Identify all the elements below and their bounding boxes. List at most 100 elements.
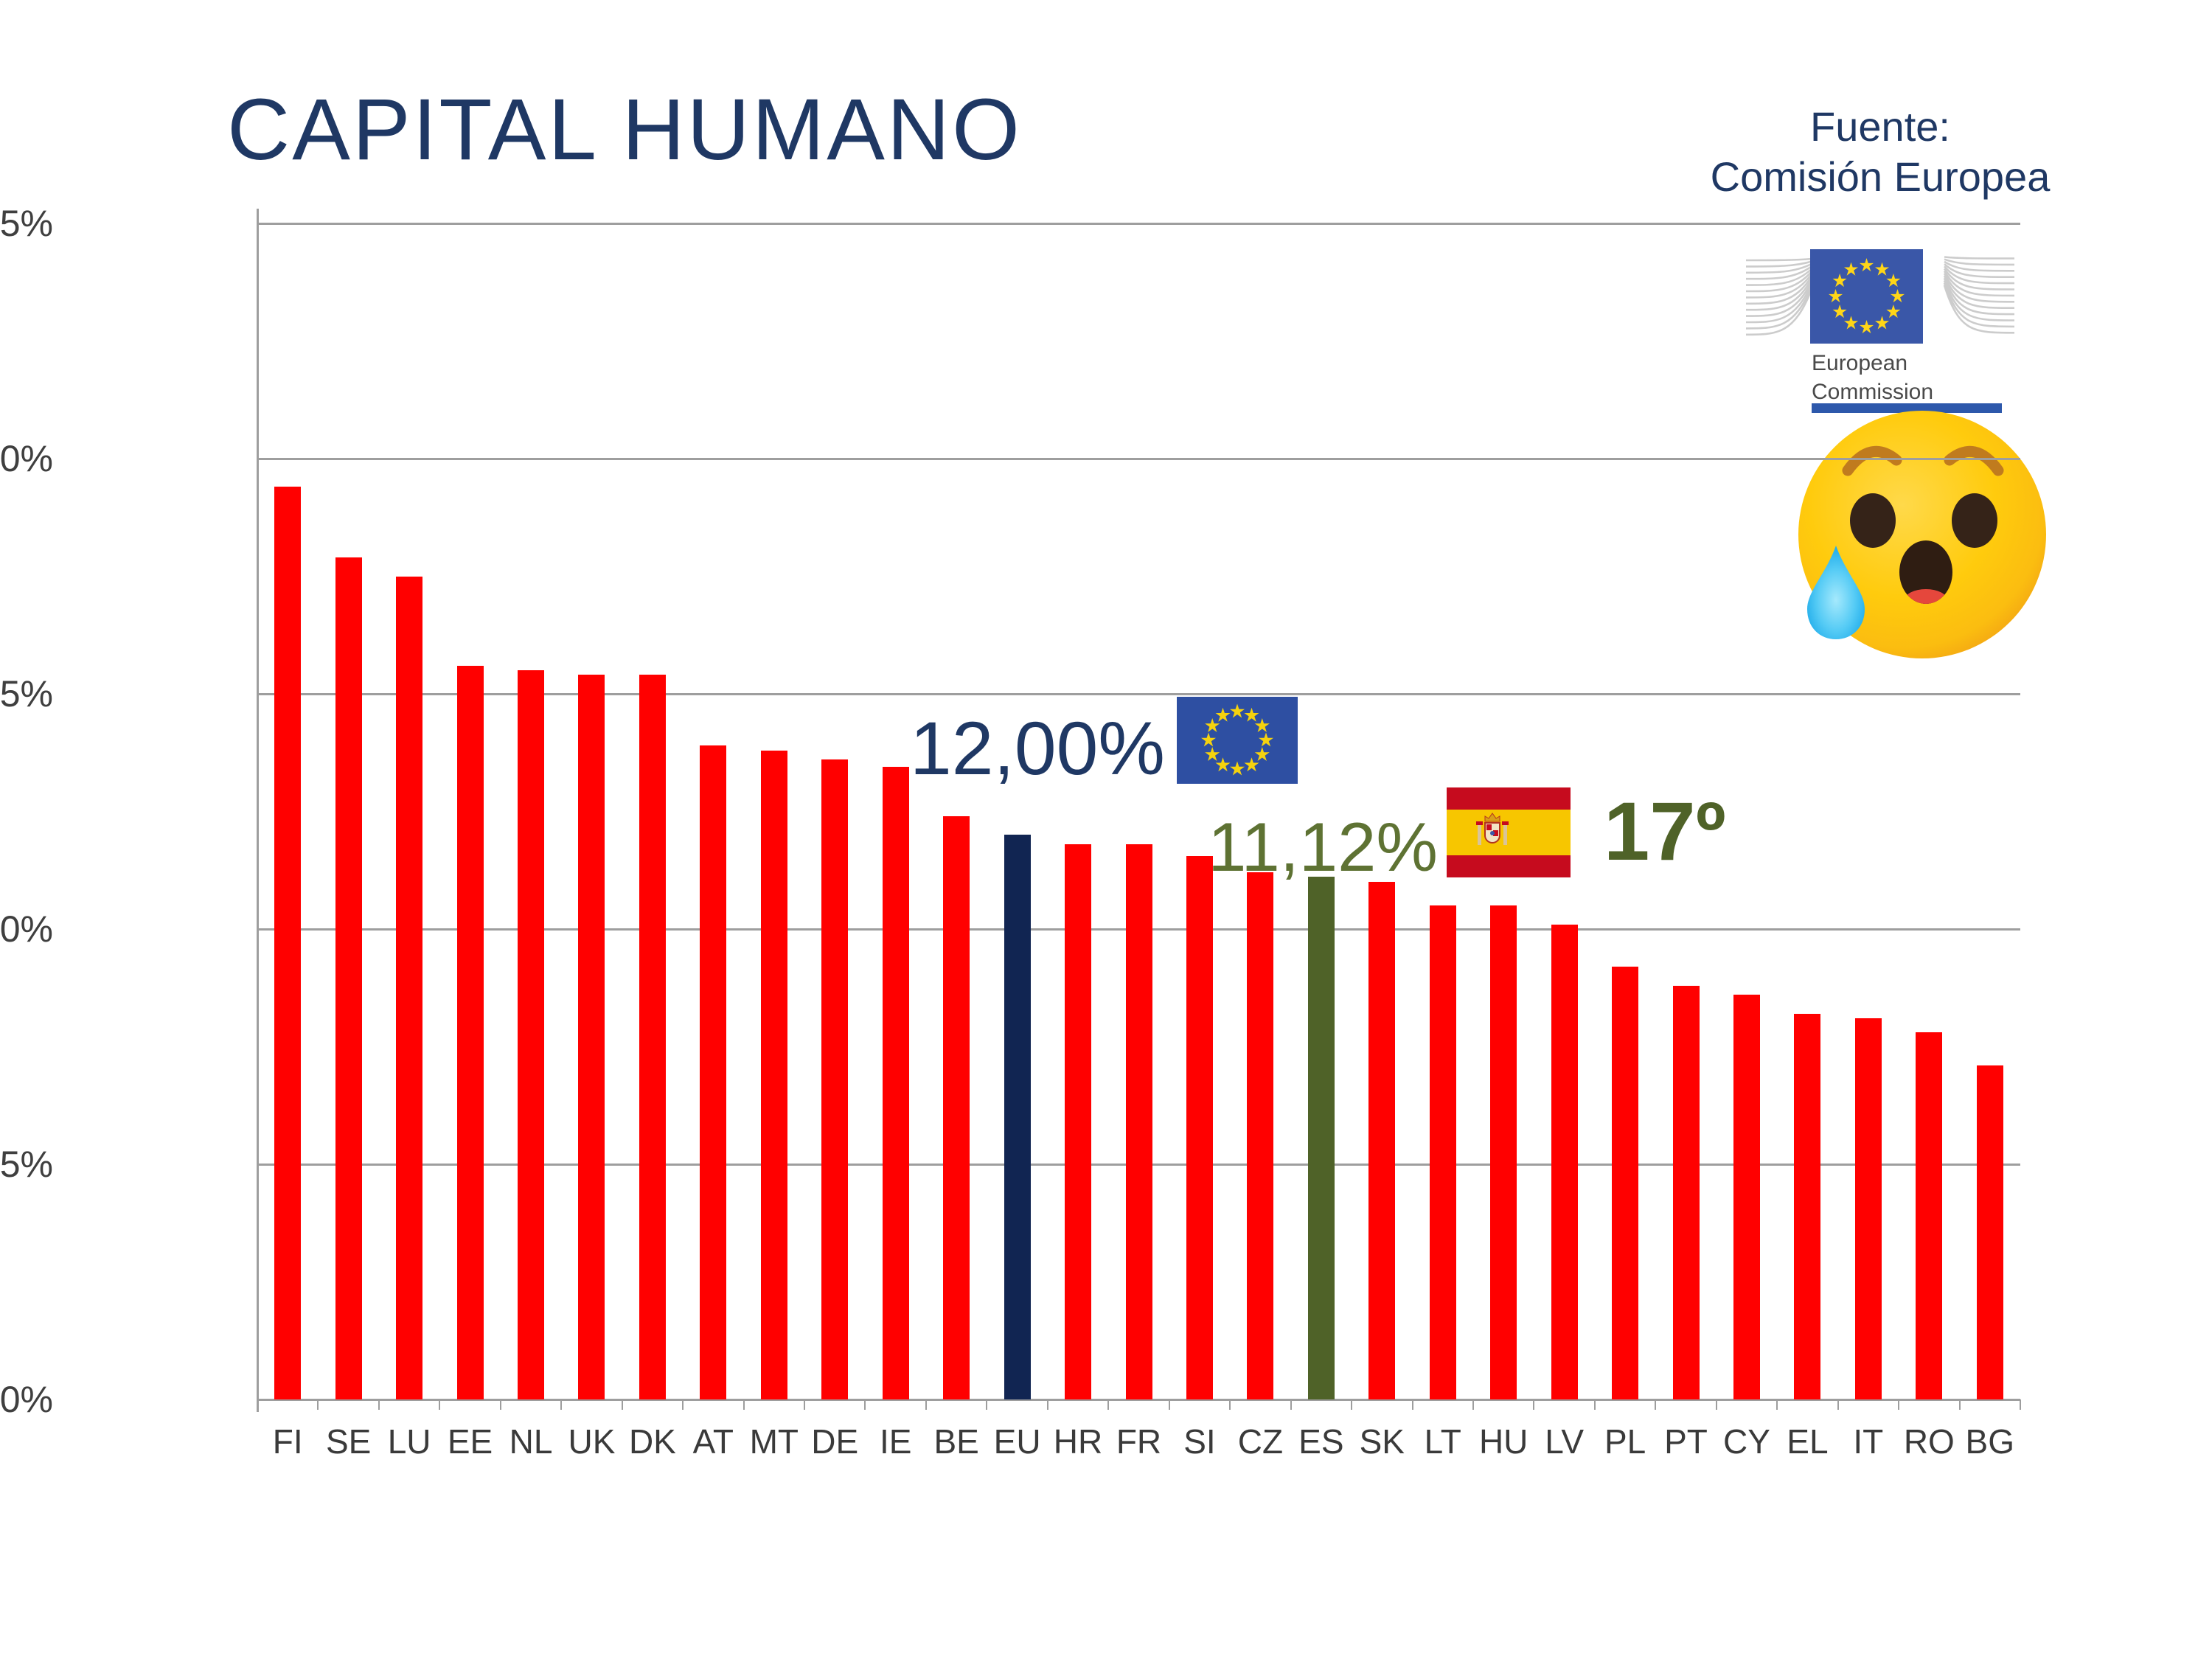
x-axis-tick: [378, 1399, 380, 1410]
x-axis-label-HR: HR: [1053, 1422, 1103, 1461]
eu-star-icon: [1844, 262, 1858, 276]
eu-star-icon: [1254, 747, 1270, 761]
x-axis-tick: [560, 1399, 563, 1410]
x-axis-label-MT: MT: [749, 1422, 799, 1461]
eu-flag-icon: [1810, 249, 1923, 344]
bar-IE: [882, 766, 909, 1399]
x-axis-label-LV: LV: [1545, 1422, 1585, 1461]
x-axis-tick: [925, 1399, 927, 1410]
bar-EU: [1004, 835, 1031, 1399]
x-axis-label-IT: IT: [1853, 1422, 1884, 1461]
bar-CY: [1733, 995, 1760, 1399]
x-axis-tick: [1472, 1399, 1474, 1410]
x-axis-label-LU: LU: [387, 1422, 431, 1461]
x-axis-tick: [1533, 1399, 1535, 1410]
x-axis-label-HU: HU: [1478, 1422, 1528, 1461]
bar-SE: [335, 557, 362, 1399]
eu-star-icon: [1832, 274, 1847, 288]
ec-logo-line: [1746, 272, 1814, 299]
bar-DK: [639, 675, 666, 1399]
bar-AT: [700, 745, 727, 1399]
eu-star-icon: [1860, 320, 1874, 334]
eu-star-icon: [1886, 305, 1901, 319]
ec-logo-line: [1943, 273, 2014, 303]
eu-star-icon: [1259, 732, 1273, 747]
gridline-20pct: [257, 457, 2020, 460]
european-commission-logo: European Commission: [1746, 218, 2019, 417]
bar-LT: [1429, 905, 1456, 1399]
eu-star-icon: [1215, 707, 1231, 722]
bar-ES: [1307, 876, 1335, 1399]
source-line1: Fuente:: [1810, 103, 1950, 150]
bar-IT: [1854, 1018, 1882, 1399]
gridline-25pct: [257, 222, 2020, 225]
ec-logo-line: [1943, 275, 2014, 309]
x-axis-label-BE: BE: [933, 1422, 979, 1461]
crying-face-icon: [1798, 411, 2046, 658]
bar-DE: [821, 759, 849, 1399]
eu-star-icon: [1875, 316, 1889, 330]
x-axis-label-CZ: CZ: [1237, 1422, 1284, 1461]
ec-logo-line: [1943, 280, 2014, 321]
spain-value-label: 11,12%: [1208, 808, 1438, 886]
y-axis-label-20pct: 20%: [0, 438, 53, 479]
ec-logo-line: [1746, 284, 1814, 330]
ec-logo-line: [1746, 270, 1813, 293]
bar-BE: [943, 815, 970, 1399]
x-axis-label-SE: SE: [325, 1422, 372, 1461]
bar-NL: [518, 670, 545, 1399]
x-axis-label-LT: LT: [1424, 1422, 1461, 1461]
eu-star-icon: [1230, 703, 1245, 718]
x-axis-tick: [1898, 1399, 1900, 1410]
bar-chart-plot-area: 0% 5% 10% 15% 20% 25% FI SE LU EE NL UK DK AT MT DE IE BE…: [0, 205, 2021, 1461]
x-axis-tick: [2020, 1399, 2021, 1410]
ec-logo-line: [1944, 265, 2014, 285]
x-axis-label-DK: DK: [628, 1422, 676, 1461]
eu-star-icon: [1215, 757, 1231, 772]
x-axis-tick: [257, 1399, 258, 1410]
x-axis-tick: [1351, 1399, 1353, 1410]
bar-PT: [1672, 985, 1700, 1399]
eu-star-icon: [1205, 718, 1220, 732]
ec-logo-line: [1746, 279, 1814, 317]
x-axis-label-FI: FI: [272, 1422, 303, 1461]
y-axis-line: [257, 209, 259, 1412]
ec-logo-line: [1943, 277, 2014, 316]
x-axis-label-SI: SI: [1183, 1422, 1216, 1461]
bar-LU: [396, 576, 423, 1399]
bar-EL: [1794, 1013, 1821, 1399]
eu-star-icon: [1254, 718, 1270, 732]
gridline-15pct: [257, 692, 2020, 695]
x-axis-tick: [1958, 1399, 1961, 1410]
x-axis-tick: [804, 1399, 806, 1410]
ec-logo-line: [1944, 263, 2014, 278]
spain-rank-label: 17º: [1604, 785, 1726, 877]
sad-but-relieved-face-emoji: [1784, 404, 2065, 669]
ec-logo-line: [1943, 268, 2014, 291]
ec-logo-line: [1944, 258, 2014, 266]
ec-logo-line: [1944, 256, 2014, 260]
ec-logo-left-curves-icon: [1746, 257, 1814, 336]
x-axis-label-UK: UK: [568, 1422, 616, 1461]
ec-logo-underline: [1812, 403, 2002, 413]
gridline-0pct: [257, 1398, 2020, 1401]
x-axis-label-SK: SK: [1359, 1422, 1405, 1461]
x-axis-tick: [1655, 1399, 1657, 1410]
ec-logo-line: [1746, 282, 1814, 324]
eu-star-icon: [1832, 305, 1847, 319]
eu-value-label: 12,00%: [910, 706, 1165, 790]
x-axis-label-CY: CY: [1723, 1422, 1770, 1461]
ec-logo-line: [1746, 276, 1814, 311]
ec-logo-line: [1746, 274, 1814, 305]
x-axis-label-BG: BG: [1965, 1422, 2014, 1461]
x-axis-label-EL: EL: [1787, 1422, 1829, 1461]
ec-logo-text-line2: Commission: [1812, 380, 1934, 404]
x-axis-tick: [439, 1399, 441, 1410]
ec-logo-line: [1746, 286, 1814, 336]
ec-logo-line: [1746, 257, 1813, 262]
x-axis-label-AT: AT: [692, 1422, 734, 1461]
ec-logo-line: [1943, 285, 2014, 334]
bar-CZ: [1247, 872, 1274, 1399]
eu-star-icon: [1230, 761, 1245, 776]
x-axis-label-PT: PT: [1664, 1422, 1708, 1461]
